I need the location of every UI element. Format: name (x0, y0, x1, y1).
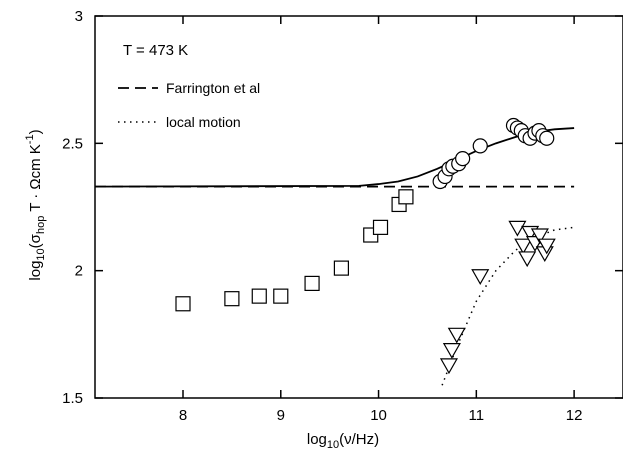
y-axis-title: log10(σhop T · Ωcm K-1) (24, 129, 47, 280)
square-marker (224, 291, 240, 307)
triangle-marker (508, 220, 527, 237)
annotation-temperature: T = 473 K (123, 42, 188, 59)
y-tick-label: 2 (75, 263, 83, 280)
solid-curve (94, 127, 575, 188)
square-marker (273, 288, 289, 304)
x-tick-label: 9 (277, 407, 285, 424)
square-marker (333, 260, 349, 276)
dotted-curve (441, 226, 575, 386)
square-marker (251, 288, 267, 304)
circle-marker (539, 130, 555, 146)
y-tick-label: 2.5 (62, 135, 83, 152)
triangle-marker (471, 269, 490, 285)
x-tick-label: 10 (370, 407, 387, 424)
legend-label-local-motion: local motion (166, 114, 241, 130)
axis-ticks: 8 9 10 11 12 1.5 2 2.5 3 (62, 8, 623, 424)
triangle-marker (530, 228, 549, 245)
y-tick-label: 1.5 (62, 390, 83, 407)
plot-frame (94, 15, 623, 399)
legend: Farrington et al local motion (118, 80, 260, 130)
square-marker (398, 189, 414, 205)
triangle-marker (518, 251, 537, 268)
square-marker (304, 275, 320, 291)
circle-marker (472, 138, 488, 154)
triangle-marker (537, 238, 556, 255)
square-marker (372, 219, 389, 235)
triangle-marker (514, 238, 533, 255)
x-tick-label: 11 (469, 407, 485, 424)
circle-marker (455, 151, 471, 167)
data-markers (175, 117, 556, 375)
x-axis-title: log10(ν/Hz) (307, 431, 379, 451)
triangle-marker (442, 343, 461, 359)
y-tick-label: 3 (75, 8, 83, 25)
x-tick-label: 8 (179, 407, 187, 424)
triangle-marker (447, 327, 466, 344)
triangle-marker (439, 358, 458, 375)
legend-label-farrington: Farrington et al (166, 80, 260, 96)
x-tick-label: 12 (566, 407, 583, 424)
square-marker (175, 296, 191, 312)
plot-lines (94, 127, 575, 386)
